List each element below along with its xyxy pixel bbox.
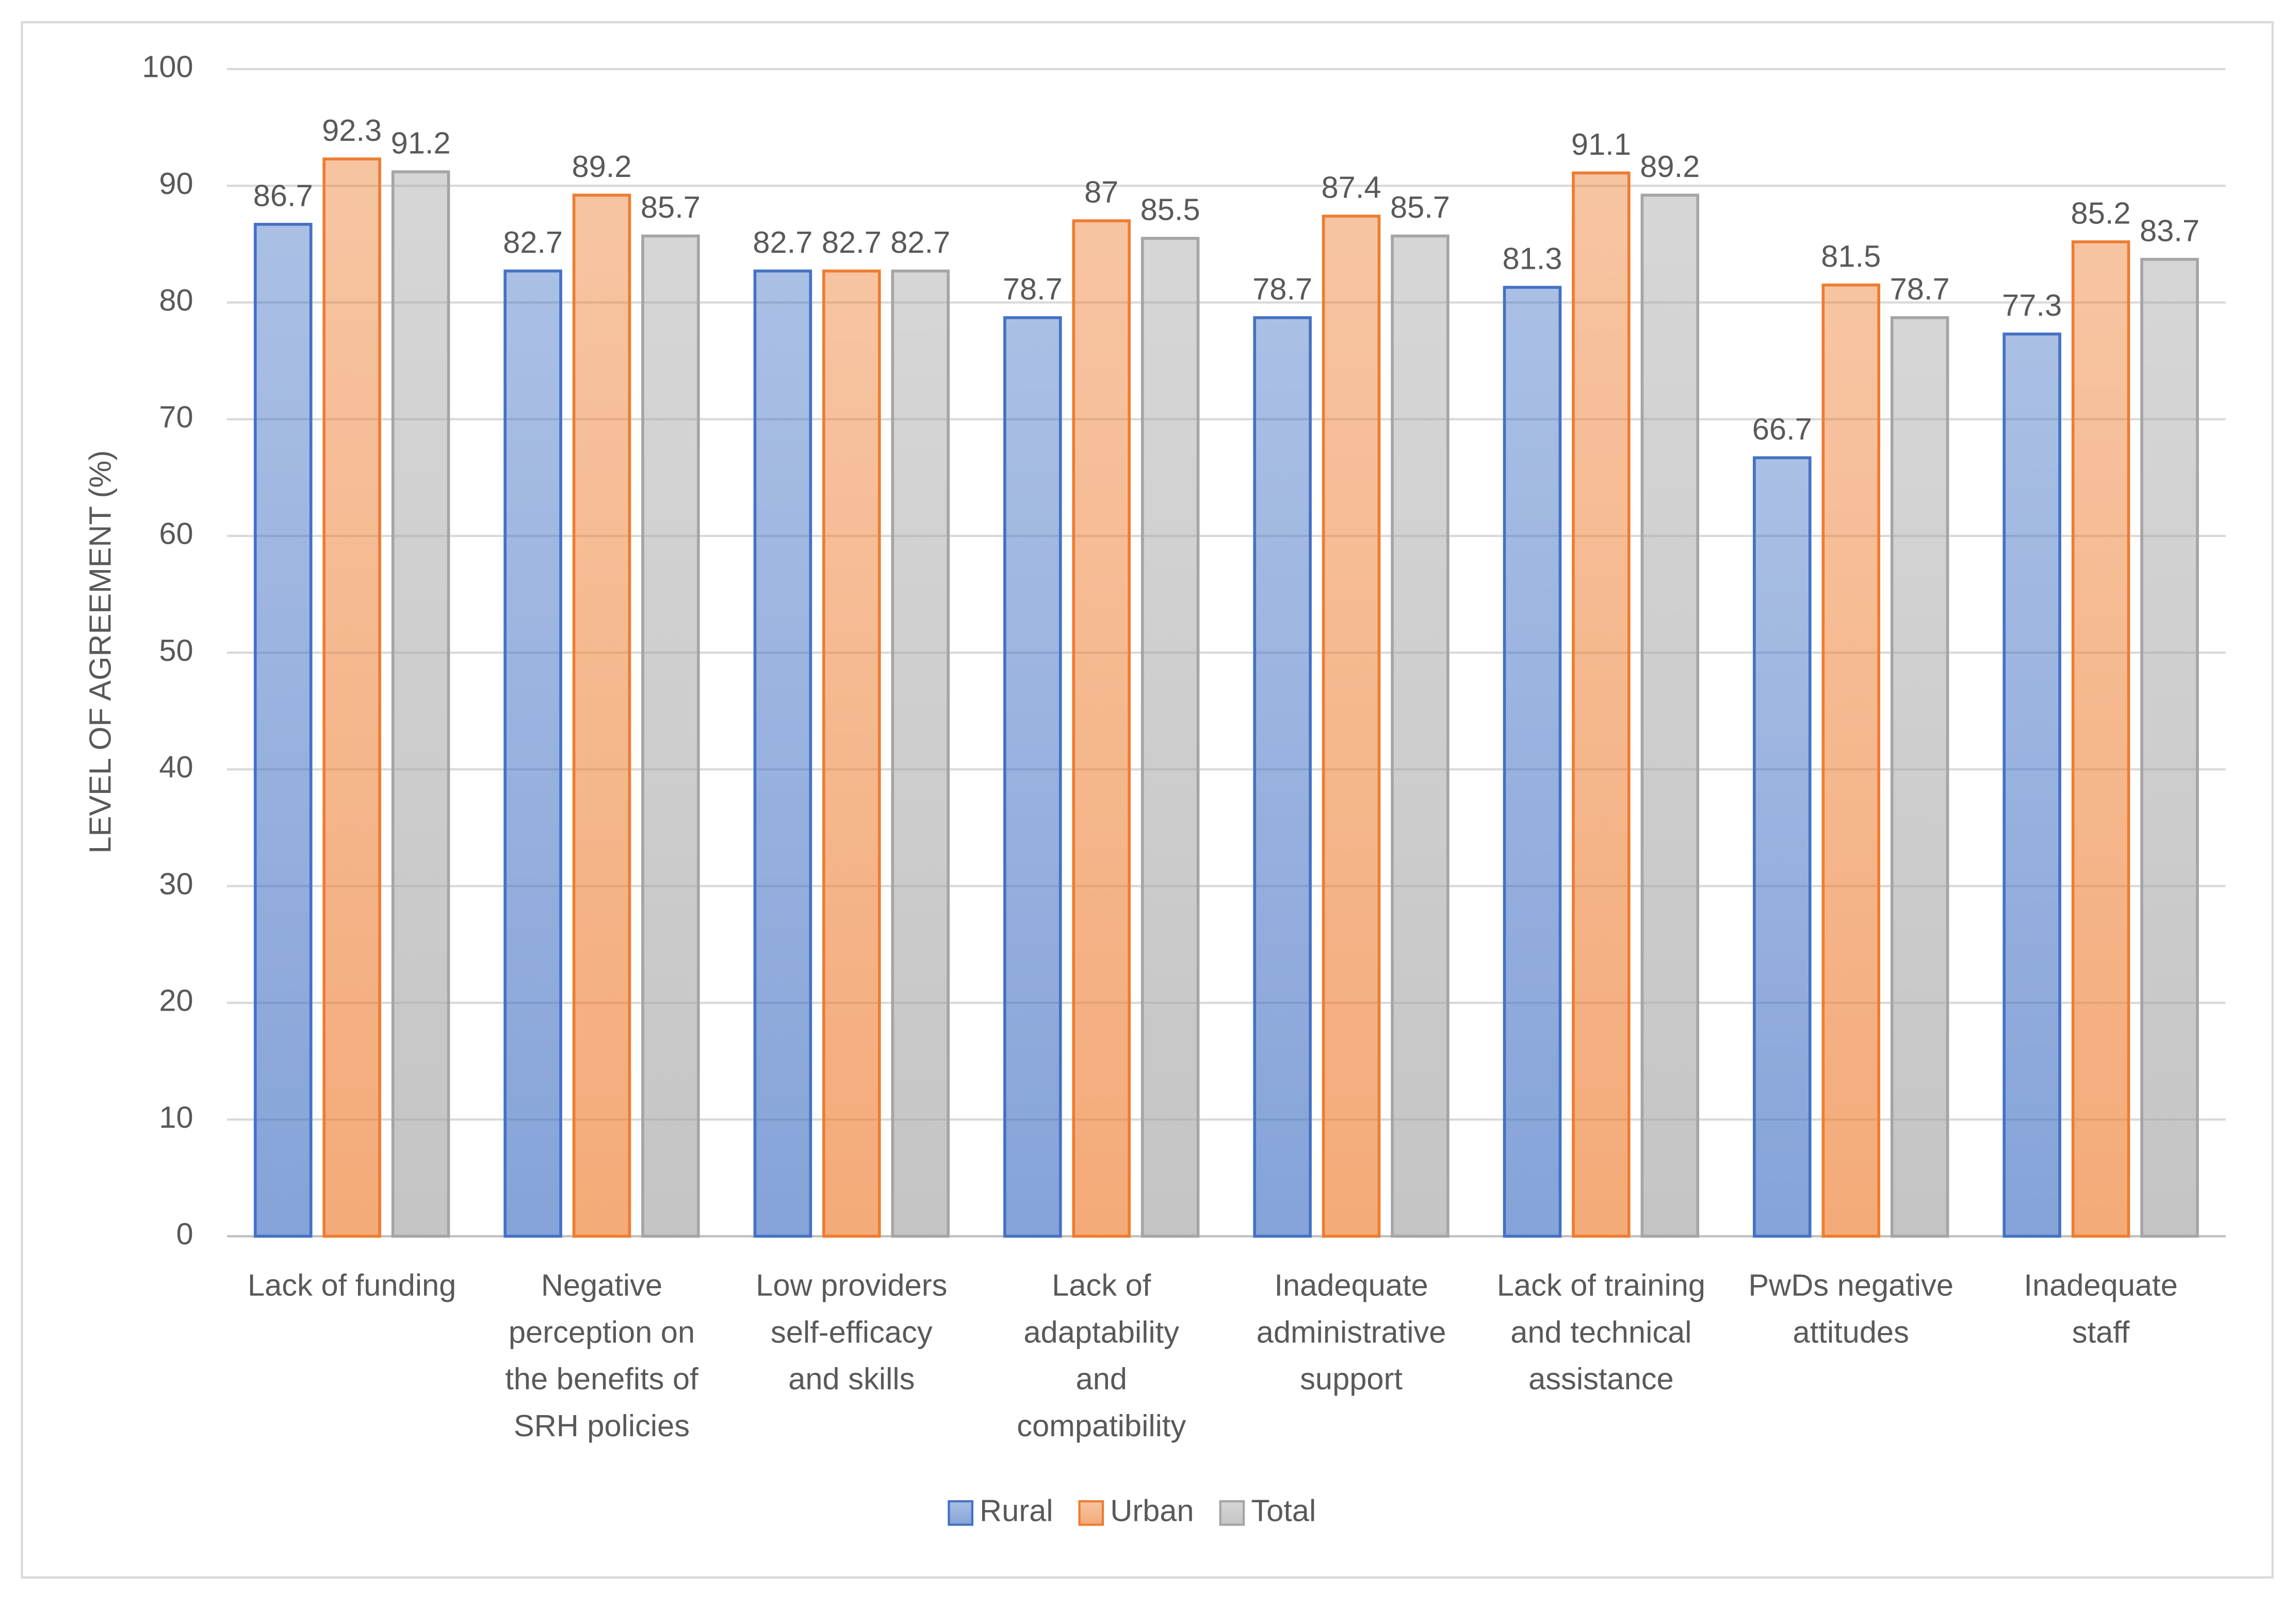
bar [1821, 283, 1881, 1238]
bar [391, 170, 450, 1238]
bar [503, 269, 562, 1238]
x-tick-label: and technical [1510, 1314, 1691, 1349]
value-label: 77.3 [2002, 288, 2062, 322]
x-tick-label: SRH policies [514, 1408, 690, 1443]
y-tick-label: 80 [159, 283, 193, 317]
bar [1072, 219, 1131, 1238]
value-label: 86.7 [253, 178, 313, 213]
bar [322, 157, 381, 1238]
legend-swatch [948, 1500, 973, 1526]
bar [2071, 240, 2130, 1238]
x-tick-label: adaptability [1023, 1314, 1179, 1349]
value-label: 91.2 [391, 126, 451, 160]
legend: Rural Urban Total [948, 1494, 1316, 1528]
y-axis-title: LEVEL OF AGREEMENT (%) [83, 450, 117, 854]
bar [641, 234, 700, 1238]
bar [1253, 316, 1312, 1238]
bar [253, 222, 313, 1238]
value-label: 85.7 [641, 190, 701, 224]
y-tick-label: 40 [159, 750, 193, 784]
bar [1003, 316, 1062, 1238]
value-label: 85.2 [2071, 196, 2131, 230]
x-tick-label: Low providers [756, 1268, 947, 1302]
y-tick-label: 100 [142, 50, 193, 84]
value-label: 66.7 [1752, 412, 1812, 446]
bar [891, 269, 950, 1238]
x-tick-label: Negative [541, 1268, 662, 1302]
value-label: 78.7 [1252, 271, 1312, 306]
value-label: 82.7 [503, 225, 563, 259]
value-label: 85.7 [1390, 190, 1450, 224]
bar [1572, 171, 1631, 1238]
value-label: 83.7 [2140, 213, 2200, 248]
value-label: 82.7 [822, 225, 882, 259]
bar [2140, 257, 2199, 1238]
value-label: 87 [1084, 175, 1118, 209]
y-tick-label: 50 [159, 633, 193, 668]
x-tick-label: PwDs negative [1748, 1268, 1953, 1302]
bar [753, 269, 812, 1238]
value-label: 78.7 [1890, 271, 1950, 306]
y-tick-label: 90 [159, 166, 193, 201]
value-label: 89.2 [1640, 149, 1700, 184]
x-tick-label: Inadequate [2024, 1268, 2177, 1302]
x-tick-label: compatibility [1017, 1408, 1186, 1443]
x-tick-label: self-efficacy [771, 1314, 933, 1349]
value-label: 81.5 [1821, 239, 1881, 273]
bar [572, 193, 631, 1238]
x-tick-label: perception on [509, 1314, 695, 1349]
x-tick-label: the benefits of [505, 1361, 698, 1396]
bar [822, 269, 881, 1238]
y-tick-label: 0 [176, 1216, 193, 1251]
x-tick-label: Lack of [1052, 1268, 1151, 1302]
legend-swatch [1219, 1500, 1245, 1526]
value-label: 81.3 [1502, 241, 1562, 276]
x-tick-label: and skills [788, 1361, 915, 1396]
x-tick-label: Lack of training [1497, 1268, 1705, 1302]
x-tick-label: support [1300, 1361, 1403, 1396]
x-tick-label: and [1076, 1361, 1127, 1396]
bar [1753, 456, 1812, 1238]
bar [1890, 316, 1949, 1238]
y-tick-label: 70 [159, 399, 193, 434]
value-label: 89.2 [572, 149, 631, 184]
bar [1503, 286, 1562, 1238]
bar [1141, 237, 1200, 1238]
value-label: 91.1 [1571, 127, 1631, 161]
y-tick-label: 60 [159, 516, 193, 551]
value-label: 78.7 [1003, 271, 1063, 306]
legend-label: Total [1251, 1494, 1316, 1528]
value-label: 85.5 [1141, 192, 1200, 227]
legend-label: Rural [980, 1494, 1053, 1528]
bar [2002, 332, 2061, 1238]
legend-swatch [1078, 1500, 1104, 1526]
bar [1391, 234, 1450, 1238]
value-label: 87.4 [1322, 170, 1381, 205]
x-tick-label: staff [2072, 1314, 2130, 1349]
y-tick-label: 30 [159, 866, 193, 901]
legend-label: Urban [1110, 1494, 1194, 1528]
x-tick-label: Lack of funding [248, 1268, 456, 1302]
x-tick-label: Inadequate [1274, 1268, 1428, 1302]
value-label: 82.7 [753, 225, 812, 259]
bar [1640, 193, 1700, 1238]
x-tick-label: administrative [1257, 1314, 1446, 1349]
y-tick-label: 10 [159, 1100, 193, 1134]
value-label: 92.3 [322, 113, 382, 148]
x-tick-label: assistance [1528, 1361, 1674, 1396]
bar [1322, 215, 1381, 1238]
x-tick-label: attitudes [1793, 1314, 1909, 1349]
value-label: 82.7 [890, 225, 950, 259]
y-tick-label: 20 [159, 983, 193, 1018]
